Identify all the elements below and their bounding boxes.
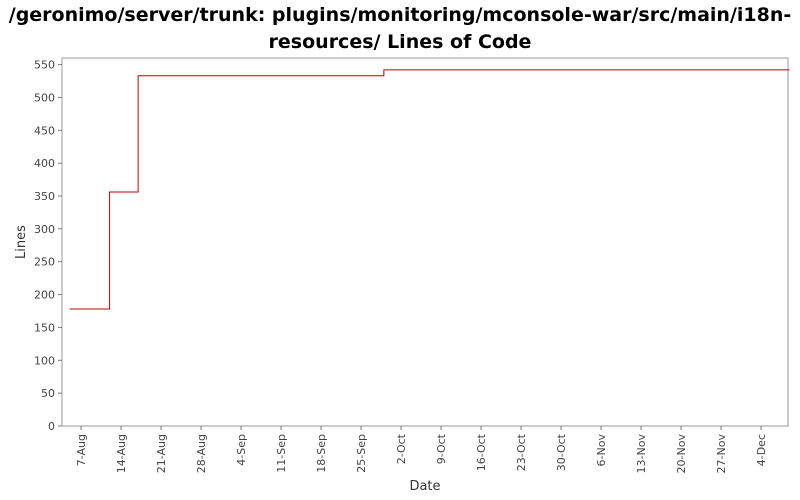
x-tick-label: 7-Aug bbox=[75, 434, 88, 466]
x-tick-label: 4-Sep bbox=[235, 434, 248, 466]
y-axis: 0 50 100 150 200 250 300 350 400 450 500 550 bbox=[34, 59, 62, 433]
x-tick-label: 18-Sep bbox=[315, 434, 328, 473]
y-axis-label: Lines bbox=[14, 225, 29, 259]
plot-area bbox=[61, 57, 789, 427]
y-tick-label: 450 bbox=[34, 124, 55, 137]
y-tick-label: 500 bbox=[34, 91, 55, 104]
y-tick-label: 0 bbox=[48, 420, 55, 433]
y-tick-label: 350 bbox=[34, 190, 55, 203]
y-tick-label: 50 bbox=[41, 387, 55, 400]
x-tick-label: 25-Sep bbox=[355, 434, 368, 473]
chart-title-line-1: /geronimo/server/trunk: plugins/monitori… bbox=[8, 4, 792, 26]
x-tick-label: 14-Aug bbox=[115, 434, 128, 473]
x-tick-label: 11-Sep bbox=[275, 434, 288, 473]
x-tick-label: 16-Oct bbox=[475, 433, 488, 471]
x-tick-label: 9-Oct bbox=[435, 433, 448, 464]
x-tick-label: 2-Oct bbox=[395, 433, 408, 464]
series-line bbox=[69, 69, 790, 310]
y-tick-label: 200 bbox=[34, 289, 55, 302]
x-tick-label: 23-Oct bbox=[515, 433, 528, 471]
chart-title-line-2: resources/ Lines of Code bbox=[268, 31, 532, 53]
x-tick-label: 30-Oct bbox=[555, 433, 568, 471]
y-tick-label: 100 bbox=[34, 354, 55, 367]
x-tick-label: 20-Nov bbox=[675, 434, 688, 474]
x-tick-label: 21-Aug bbox=[155, 434, 168, 473]
y-tick-label: 150 bbox=[34, 321, 55, 334]
y-tick-label: 400 bbox=[34, 157, 55, 170]
chart-title: /geronimo/server/trunk: plugins/monitori… bbox=[0, 2, 800, 56]
x-axis-label: Date bbox=[409, 479, 440, 494]
y-tick-label: 250 bbox=[34, 256, 55, 269]
x-tick-label: 6-Nov bbox=[595, 434, 608, 467]
y-tick-label: 550 bbox=[34, 59, 55, 72]
y-tick-label: 300 bbox=[34, 223, 55, 236]
x-tick-label: 28-Aug bbox=[195, 434, 208, 473]
x-tick-label: 4-Dec bbox=[755, 434, 768, 466]
x-axis: 7-Aug 14-Aug 21-Aug 28-Aug 4-Sep 11-Sep 18-Sep… bbox=[75, 426, 768, 473]
x-tick-label: 27-Nov bbox=[715, 434, 728, 474]
x-tick-label: 13-Nov bbox=[635, 434, 648, 474]
